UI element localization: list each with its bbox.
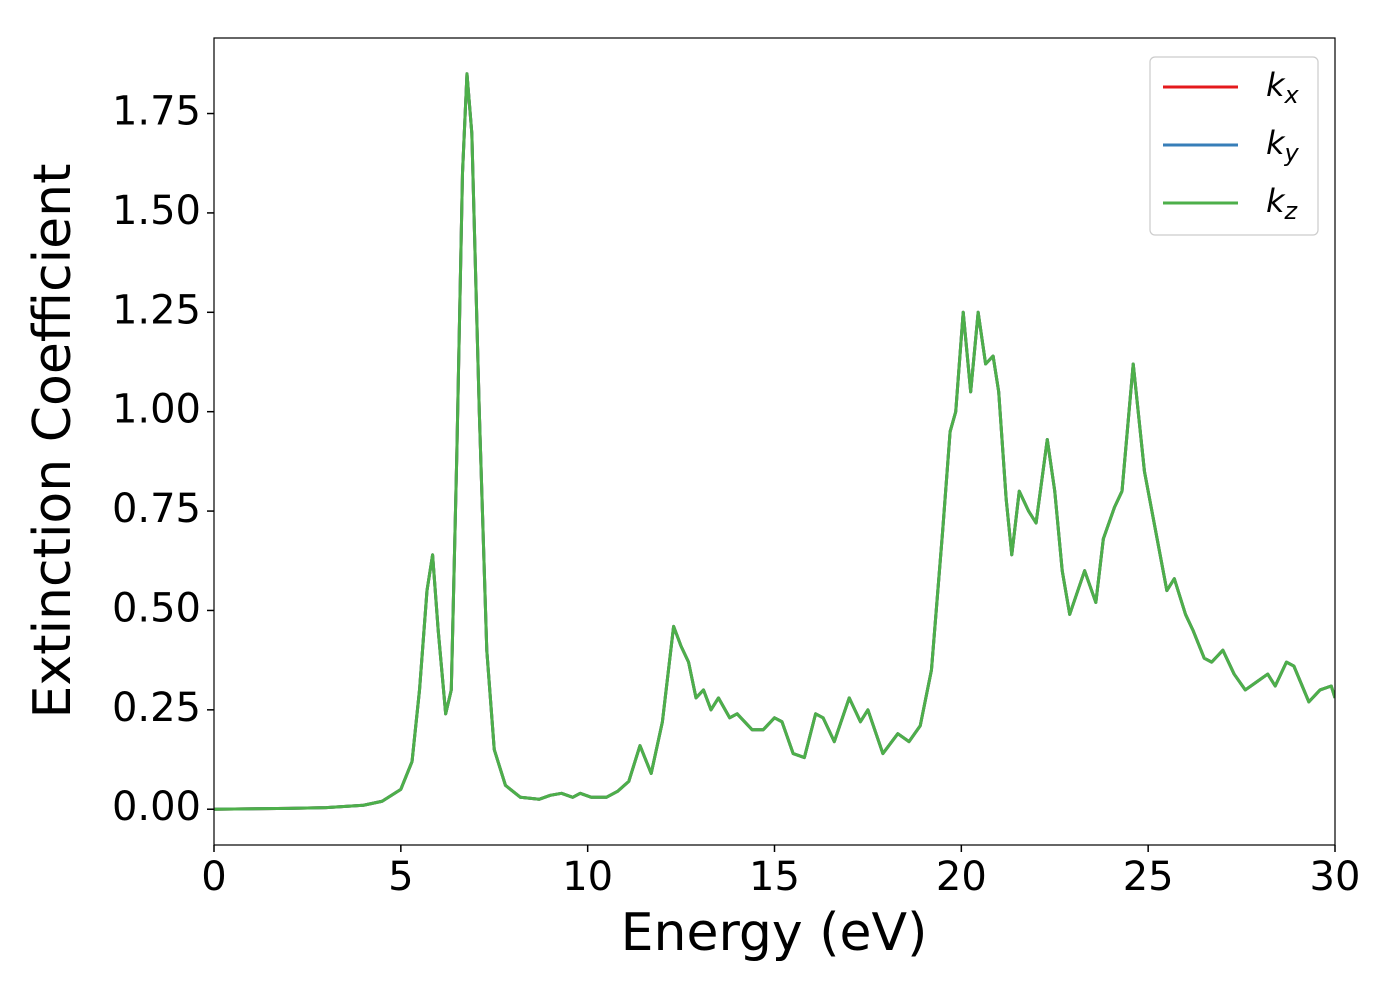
y-tick-label: 1.75	[112, 89, 201, 135]
y-tick-label: 0.75	[112, 486, 201, 532]
y-tick-label: 1.25	[112, 287, 201, 333]
legend-subscript: z	[1284, 197, 1299, 225]
y-axis-label: Extinction Coefficient	[23, 164, 83, 719]
legend-label: kz	[1266, 182, 1299, 225]
x-tick-label: 20	[936, 854, 987, 900]
y-tick-label: 0.50	[112, 585, 201, 631]
legend-symbol: k	[1266, 66, 1286, 104]
y-tick-label: 1.50	[112, 188, 201, 234]
x-tick-label: 30	[1310, 854, 1361, 900]
y-tick-label: 0.25	[112, 685, 201, 731]
legend-subscript: y	[1284, 139, 1300, 167]
legend-label: kx	[1266, 66, 1300, 109]
plot-frame	[213, 37, 1336, 846]
legend-subscript: x	[1284, 81, 1300, 109]
x-tick-label: 25	[1123, 854, 1174, 900]
y-tick-label: 0.00	[112, 784, 201, 830]
legend-label: ky	[1266, 124, 1300, 167]
x-tick-label: 0	[201, 854, 226, 900]
x-tick-label: 15	[749, 854, 800, 900]
y-tick-label: 1.00	[112, 387, 201, 433]
x-tick-label: 5	[388, 854, 413, 900]
x-axis-label: Energy (eV)	[621, 903, 928, 963]
line-series	[214, 72, 1335, 811]
legend-symbol: k	[1266, 182, 1286, 220]
legend-symbol: k	[1266, 124, 1286, 162]
x-tick-label: 10	[562, 854, 613, 900]
